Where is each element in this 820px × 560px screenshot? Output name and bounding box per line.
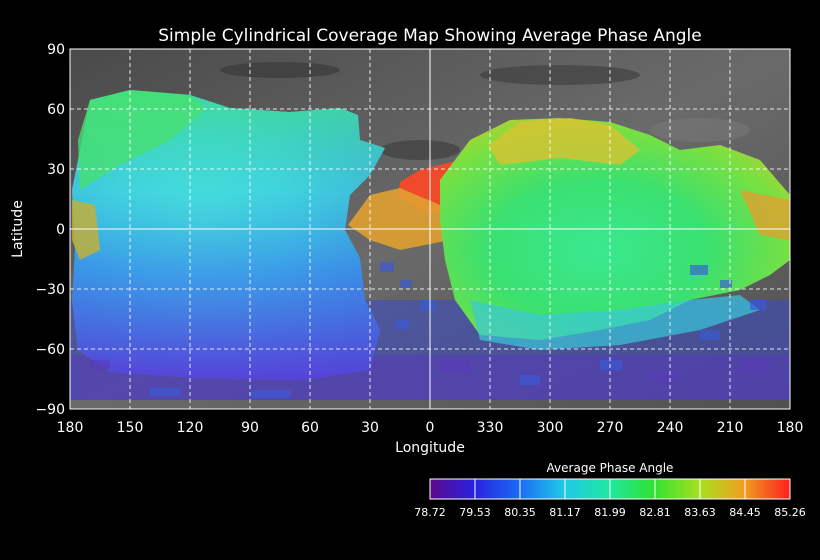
x-tick-label: 0	[426, 420, 435, 436]
colorbar-tick-label: 82.81	[639, 506, 671, 519]
y-tick-label: 60	[47, 102, 65, 118]
x-tick-label: 150	[117, 420, 144, 436]
x-tick-label: 240	[657, 420, 684, 436]
x-tick-label: 330	[477, 420, 504, 436]
colorbar-tick-label: 85.26	[774, 506, 806, 519]
x-tick-label: 120	[177, 420, 204, 436]
y-tick-label: 90	[47, 42, 65, 58]
map-title: Simple Cylindrical Coverage Map Showing …	[158, 26, 701, 46]
y-tick-label: 30	[47, 162, 65, 178]
colorbar-tick-label: 80.35	[504, 506, 536, 519]
x-tick-label: 180	[57, 420, 84, 436]
x-tick-labels: 180 150 120 90 60 30 0 330 300 270 240 210 180	[57, 420, 804, 436]
colorbar-tick-label: 83.63	[684, 506, 716, 519]
x-tick-label: 60	[301, 420, 319, 436]
x-tick-label: 210	[717, 420, 744, 436]
x-axis-label: Longitude	[395, 440, 465, 456]
x-tick-label: 90	[241, 420, 259, 436]
x-tick-label: 180	[777, 420, 804, 436]
y-tick-labels: 90 60 30 0 −30 −60 −90	[35, 42, 65, 418]
y-tick-label: −60	[35, 342, 65, 358]
colorbar-tick-label: 81.17	[549, 506, 581, 519]
x-tick-label: 30	[361, 420, 379, 436]
colorbar-tick-label: 79.53	[459, 506, 491, 519]
colorbar-title: Average Phase Angle	[547, 461, 674, 475]
colorbar-tick-label: 78.72	[414, 506, 446, 519]
colorbar-tick-label: 84.45	[729, 506, 761, 519]
y-tick-label: −30	[35, 282, 65, 298]
colorbar: Average Phase Angle 78.72 79.53 80.35 81.17…	[414, 461, 806, 519]
x-tick-label: 300	[537, 420, 564, 436]
y-tick-label: 0	[56, 222, 65, 238]
y-tick-label: −90	[35, 402, 65, 418]
plot-frame	[69, 48, 791, 410]
colorbar-tick-label: 81.99	[594, 506, 626, 519]
x-tick-label: 270	[597, 420, 624, 436]
y-axis-label: Latitude	[10, 200, 26, 258]
